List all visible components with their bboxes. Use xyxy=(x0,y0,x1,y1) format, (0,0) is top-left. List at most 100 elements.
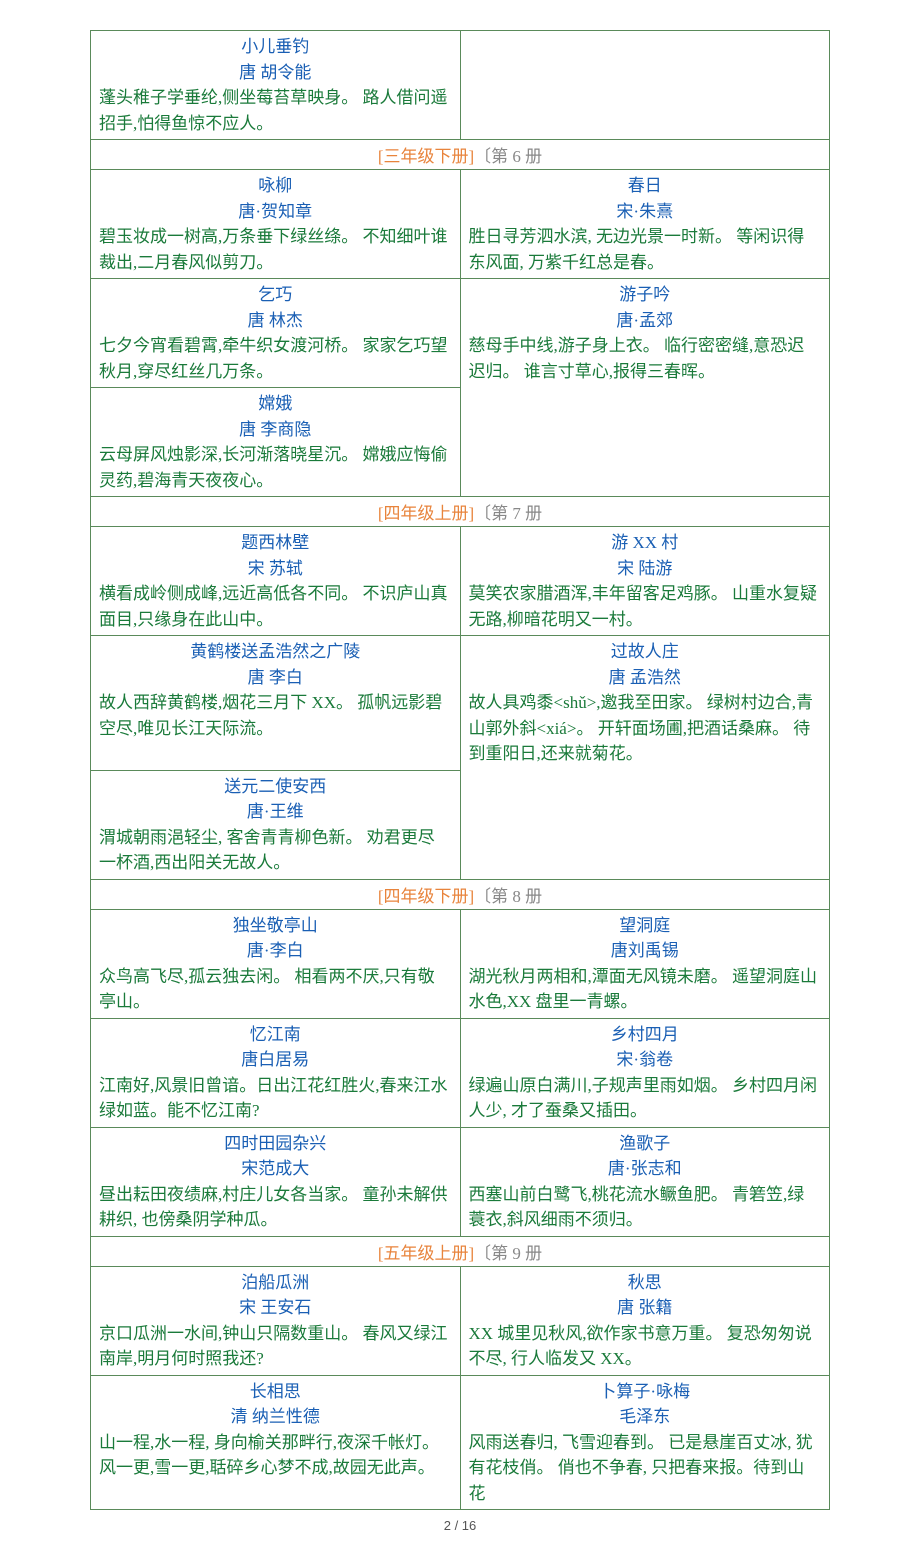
poem-cell: 过故人庄唐 孟浩然故人具鸡黍<shǔ>,邀我至田家。 绿树村边合,青山郭外斜<x… xyxy=(461,636,830,770)
poem-cell: 黄鹤楼送孟浩然之广陵唐 李白故人西辞黄鹤楼,烟花三月下 XX。 孤帆远影碧空尽,… xyxy=(91,636,461,770)
section-header-orange: [四年级上册] xyxy=(378,504,474,523)
table-row: 乞巧唐 林杰七夕今宵看碧霄,牵牛织女渡河桥。 家家乞巧望秋月,穿尽红丝几万条。游… xyxy=(91,278,829,387)
poem-author: 宋 苏轼 xyxy=(99,556,452,582)
poem-body: 昼出耘田夜绩麻,村庄儿女各当家。 童孙未解供耕织, 也傍桑阴学种瓜。 xyxy=(99,1182,452,1233)
section-header: [三年级下册]〔第 6 册 xyxy=(91,139,829,170)
section-header: [四年级上册]〔第 7 册 xyxy=(91,496,829,527)
table-row: 泊船瓜洲宋 王安石京口瓜洲一水间,钟山只隔数重山。 春风又绿江南岸,明月何时照我… xyxy=(91,1267,829,1375)
poem-body: 胜日寻芳泗水滨, 无边光景一时新。 等闲识得东风面, 万紫千红总是春。 xyxy=(469,224,822,275)
section-header-gray: 〔第 8 册 xyxy=(474,887,542,906)
poem-cell: 游 XX 村宋 陆游莫笑农家腊酒浑,丰年留客足鸡豚。 山重水复疑无路,柳暗花明又… xyxy=(461,527,830,635)
poem-body: 云母屏风烛影深,长河渐落晓星沉。 嫦娥应悔偷灵药,碧海青天夜夜心。 xyxy=(99,442,452,493)
poem-cell: 乡村四月宋·翁卷绿遍山原白满川,子规声里雨如烟。 乡村四月闲人少, 才了蚕桑又插… xyxy=(461,1019,830,1127)
poem-cell: 题西林壁宋 苏轼横看成岭侧成峰,远近高低各不同。 不识庐山真面目,只缘身在此山中… xyxy=(91,527,461,635)
poem-title: 题西林壁 xyxy=(99,530,452,556)
poem-cell: 独坐敬亭山唐·李白众鸟高飞尽,孤云独去闲。 相看两不厌,只有敬亭山。 xyxy=(91,910,461,1018)
poem-body: 莫笑农家腊酒浑,丰年留客足鸡豚。 山重水复疑无路,柳暗花明又一村。 xyxy=(469,581,822,632)
poem-cell: 忆江南唐白居易江南好,风景旧曾谙。日出江花红胜火,春来江水绿如蓝。能不忆江南? xyxy=(91,1019,461,1127)
poem-title: 渔歌子 xyxy=(469,1131,822,1157)
section-header-gray: 〔第 6 册 xyxy=(474,147,542,166)
table-row: 独坐敬亭山唐·李白众鸟高飞尽,孤云独去闲。 相看两不厌,只有敬亭山。望洞庭唐刘禹… xyxy=(91,910,829,1018)
poem-title: 泊船瓜洲 xyxy=(99,1270,452,1296)
poem-body: 京口瓜洲一水间,钟山只隔数重山。 春风又绿江南岸,明月何时照我还? xyxy=(99,1321,452,1372)
table-row: 嫦娥唐 李商隐云母屏风烛影深,长河渐落晓星沉。 嫦娥应悔偷灵药,碧海青天夜夜心。 xyxy=(91,387,829,496)
table-row: 小儿垂钓 唐 胡令能 蓬头稚子学垂纶,侧坐莓苔草映身。 路人借问遥招手,怕得鱼惊… xyxy=(91,31,829,139)
poem-author: 宋范成大 xyxy=(99,1156,452,1182)
poem-cell: 小儿垂钓 唐 胡令能 蓬头稚子学垂纶,侧坐莓苔草映身。 路人借问遥招手,怕得鱼惊… xyxy=(91,31,461,139)
section-header-gray: 〔第 9 册 xyxy=(474,1244,542,1263)
poem-title: 忆江南 xyxy=(99,1022,452,1048)
poem-cell: 秋思唐 张籍XX 城里见秋风,欲作家书意万重。 复恐匆匆说不尽, 行人临发又 X… xyxy=(461,1267,830,1375)
poem-title: 咏柳 xyxy=(99,173,452,199)
poem-title: 游子吟 xyxy=(469,282,822,308)
poem-title: 卜算子·咏梅 xyxy=(469,1379,822,1405)
poem-body: 西塞山前白鹭飞,桃花流水鳜鱼肥。 青箬笠,绿蓑衣,斜风细雨不须归。 xyxy=(469,1182,822,1233)
poem-title: 秋思 xyxy=(469,1270,822,1296)
poem-author: 唐·贺知章 xyxy=(99,199,452,225)
table-row: 忆江南唐白居易江南好,风景旧曾谙。日出江花红胜火,春来江水绿如蓝。能不忆江南?乡… xyxy=(91,1018,829,1127)
poem-body: 湖光秋月两相和,潭面无风镜未磨。 遥望洞庭山水色,XX 盘里一青螺。 xyxy=(469,964,822,1015)
section-header-orange: [四年级下册] xyxy=(378,887,474,906)
poem-title: 望洞庭 xyxy=(469,913,822,939)
poem-title: 长相思 xyxy=(99,1379,452,1405)
poem-author: 唐 林杰 xyxy=(99,308,452,334)
poem-body: 众鸟高飞尽,孤云独去闲。 相看两不厌,只有敬亭山。 xyxy=(99,964,452,1015)
poem-body: 故人具鸡黍<shǔ>,邀我至田家。 绿树村边合,青山郭外斜<xiá>。 开轩面场… xyxy=(469,690,822,767)
poem-title: 黄鹤楼送孟浩然之广陵 xyxy=(99,639,452,665)
section-header: [五年级上册]〔第 9 册 xyxy=(91,1236,829,1267)
poem-cell: 乞巧唐 林杰七夕今宵看碧霄,牵牛织女渡河桥。 家家乞巧望秋月,穿尽红丝几万条。 xyxy=(91,279,461,387)
poem-title: 独坐敬亭山 xyxy=(99,913,452,939)
poem-body: 慈母手中线,游子身上衣。 临行密密缝,意恐迟迟归。 谁言寸草心,报得三春晖。 xyxy=(469,333,822,384)
poem-body: 碧玉妆成一树高,万条垂下绿丝绦。 不知细叶谁裁出,二月春风似剪刀。 xyxy=(99,224,452,275)
poem-author: 唐·张志和 xyxy=(469,1156,822,1182)
poem-body: 风雨送春归, 飞雪迎春到。 已是悬崖百丈冰, 犹有花枝俏。 俏也不争春, 只把春… xyxy=(469,1430,822,1507)
poem-author: 唐 李白 xyxy=(99,665,452,691)
poem-body: 七夕今宵看碧霄,牵牛织女渡河桥。 家家乞巧望秋月,穿尽红丝几万条。 xyxy=(99,333,452,384)
poem-cell: 春日宋·朱熹胜日寻芳泗水滨, 无边光景一时新。 等闲识得东风面, 万紫千红总是春… xyxy=(461,170,830,278)
poem-author: 唐白居易 xyxy=(99,1047,452,1073)
poem-author: 清 纳兰性德 xyxy=(99,1404,452,1430)
poem-body: 故人西辞黄鹤楼,烟花三月下 XX。 孤帆远影碧空尽,唯见长江天际流。 xyxy=(99,690,452,741)
poem-author: 宋 王安石 xyxy=(99,1295,452,1321)
poem-author: 宋·朱熹 xyxy=(469,199,822,225)
poem-cell: 嫦娥唐 李商隐云母屏风烛影深,长河渐落晓星沉。 嫦娥应悔偷灵药,碧海青天夜夜心。 xyxy=(91,387,461,496)
poem-author: 唐·王维 xyxy=(99,799,452,825)
poem-cell: 送元二使安西唐·王维渭城朝雨浥轻尘, 客舍青青柳色新。 劝君更尽一杯酒,西出阳关… xyxy=(91,770,461,879)
poem-body: 横看成岭侧成峰,远近高低各不同。 不识庐山真面目,只缘身在此山中。 xyxy=(99,581,452,632)
poem-title: 四时田园杂兴 xyxy=(99,1131,452,1157)
poem-title: 乡村四月 xyxy=(469,1022,822,1048)
poem-body: 山一程,水一程, 身向榆关那畔行,夜深千帐灯。 风一更,雪一更,聒碎乡心梦不成,… xyxy=(99,1430,452,1481)
poem-author: 唐 胡令能 xyxy=(99,60,452,86)
poem-title: 乞巧 xyxy=(99,282,452,308)
section-header-orange: [五年级上册] xyxy=(378,1244,474,1263)
poem-body: 绿遍山原白满川,子规声里雨如烟。 乡村四月闲人少, 才了蚕桑又插田。 xyxy=(469,1073,822,1124)
poem-title: 过故人庄 xyxy=(469,639,822,665)
poem-title: 送元二使安西 xyxy=(99,774,452,800)
table-row: 长相思清 纳兰性德山一程,水一程, 身向榆关那畔行,夜深千帐灯。 风一更,雪一更… xyxy=(91,1375,829,1510)
poem-cell xyxy=(461,770,830,879)
poem-body: XX 城里见秋风,欲作家书意万重。 复恐匆匆说不尽, 行人临发又 XX。 xyxy=(469,1321,822,1372)
table-row: 四时田园杂兴宋范成大昼出耘田夜绩麻,村庄儿女各当家。 童孙未解供耕织, 也傍桑阴… xyxy=(91,1127,829,1236)
section-header-gray: 〔第 7 册 xyxy=(474,504,542,523)
poem-body: 江南好,风景旧曾谙。日出江花红胜火,春来江水绿如蓝。能不忆江南? xyxy=(99,1073,452,1124)
table-row: 黄鹤楼送孟浩然之广陵唐 李白故人西辞黄鹤楼,烟花三月下 XX。 孤帆远影碧空尽,… xyxy=(91,635,829,770)
table-row: 咏柳唐·贺知章碧玉妆成一树高,万条垂下绿丝绦。 不知细叶谁裁出,二月春风似剪刀。… xyxy=(91,170,829,278)
poem-author: 宋·翁卷 xyxy=(469,1047,822,1073)
poem-author: 唐·孟郊 xyxy=(469,308,822,334)
poem-author: 唐 李商隐 xyxy=(99,417,452,443)
poem-cell: 四时田园杂兴宋范成大昼出耘田夜绩麻,村庄儿女各当家。 童孙未解供耕织, 也傍桑阴… xyxy=(91,1128,461,1236)
poetry-table: 小儿垂钓 唐 胡令能 蓬头稚子学垂纶,侧坐莓苔草映身。 路人借问遥招手,怕得鱼惊… xyxy=(90,30,830,1510)
poem-title: 小儿垂钓 xyxy=(99,34,452,60)
poem-cell xyxy=(461,387,830,496)
poem-title: 游 XX 村 xyxy=(469,530,822,556)
poem-cell: 卜算子·咏梅毛泽东风雨送春归, 飞雪迎春到。 已是悬崖百丈冰, 犹有花枝俏。 俏… xyxy=(461,1376,830,1510)
poem-cell: 渔歌子唐·张志和西塞山前白鹭飞,桃花流水鳜鱼肥。 青箬笠,绿蓑衣,斜风细雨不须归… xyxy=(461,1128,830,1236)
table-row: 题西林壁宋 苏轼横看成岭侧成峰,远近高低各不同。 不识庐山真面目,只缘身在此山中… xyxy=(91,527,829,635)
poem-cell: 游子吟唐·孟郊慈母手中线,游子身上衣。 临行密密缝,意恐迟迟归。 谁言寸草心,报… xyxy=(461,279,830,387)
poem-title: 嫦娥 xyxy=(99,391,452,417)
poem-cell: 泊船瓜洲宋 王安石京口瓜洲一水间,钟山只隔数重山。 春风又绿江南岸,明月何时照我… xyxy=(91,1267,461,1375)
poem-title: 春日 xyxy=(469,173,822,199)
table-row: 送元二使安西唐·王维渭城朝雨浥轻尘, 客舍青青柳色新。 劝君更尽一杯酒,西出阳关… xyxy=(91,770,829,879)
poem-author: 唐刘禹锡 xyxy=(469,938,822,964)
poem-cell: 咏柳唐·贺知章碧玉妆成一树高,万条垂下绿丝绦。 不知细叶谁裁出,二月春风似剪刀。 xyxy=(91,170,461,278)
